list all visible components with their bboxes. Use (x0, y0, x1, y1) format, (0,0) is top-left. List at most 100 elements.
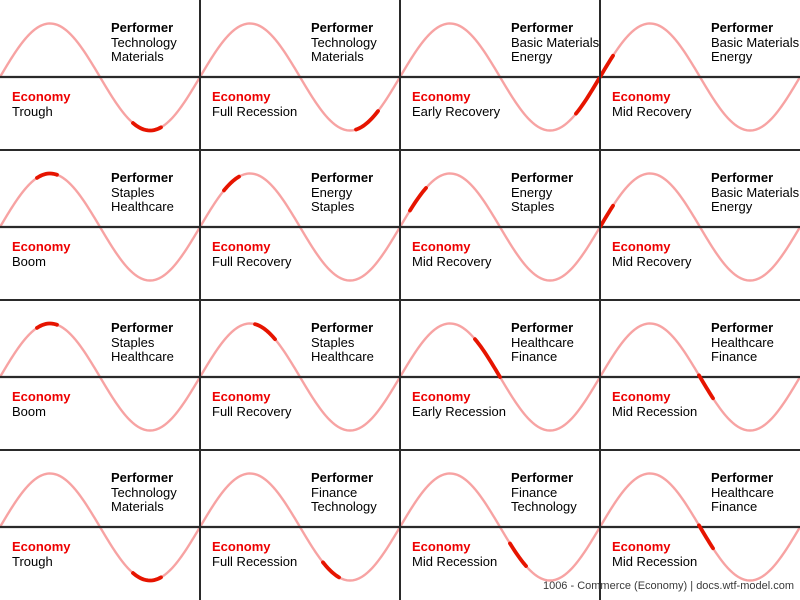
economy-block: Economy Early Recession (412, 389, 506, 419)
performer-block: Performer Energy Staples (311, 170, 374, 215)
cycle-cell: Performer Finance Technology Economy Ful… (200, 450, 400, 600)
economy-phase: Mid Recovery (412, 253, 492, 269)
cycle-wave-chart (200, 472, 400, 582)
cycle-wave-chart (600, 472, 800, 582)
performer-label: Performer (111, 320, 174, 335)
economy-label: Economy (412, 89, 471, 104)
economy-phase: Trough (12, 103, 53, 119)
phase-highlight-segment (131, 571, 163, 583)
cycle-cell: Performer Basic Materials Energy Economy… (400, 0, 600, 150)
performer-block: Performer Energy Staples (511, 170, 573, 215)
phase-highlight-segment (131, 121, 163, 133)
performer-item: Materials (111, 499, 164, 514)
economy-block: Economy Mid Recession (612, 539, 698, 569)
performer-block: Performer Staples Healthcare (311, 320, 374, 365)
economy-phase: Mid Recession (612, 553, 698, 569)
performer-item: Energy (711, 49, 753, 64)
cycle-cell: Performer Staples Healthcare Economy Boo… (0, 150, 200, 300)
performer-item: Healthcare (711, 484, 774, 500)
economy-block: Economy Trough (12, 89, 71, 119)
cycle-cell: Performer Energy Staples Economy Full Re… (200, 150, 400, 300)
performer-item: Technology (111, 34, 177, 50)
economy-label: Economy (12, 89, 71, 104)
economy-phase: Early Recovery (412, 103, 501, 119)
performer-item: Finance (511, 484, 558, 500)
economy-block: Economy Boom (12, 239, 71, 269)
cycle-cell: Performer Finance Technology Economy Mid… (400, 450, 600, 600)
performer-item: Healthcare (111, 349, 174, 364)
economy-label: Economy (612, 239, 671, 254)
performer-label: Performer (111, 20, 174, 35)
performer-label: Performer (111, 170, 174, 185)
phase-highlight-segment (473, 337, 502, 379)
economy-label: Economy (212, 89, 271, 104)
economy-phase: Mid Recession (612, 403, 698, 419)
economy-block: Economy Mid Recession (412, 539, 497, 569)
performer-block: Performer Basic Materials Energy (711, 20, 799, 65)
performer-label: Performer (311, 20, 374, 35)
performer-item: Healthcare (711, 334, 774, 350)
economy-block: Economy Mid Recovery (412, 239, 492, 269)
performer-item: Technology (311, 499, 377, 514)
performer-label: Performer (311, 170, 374, 185)
economy-block: Economy Mid Recovery (612, 89, 692, 119)
performer-item: Energy (511, 49, 553, 64)
cycle-cell: Performer Staples Healthcare Economy Boo… (0, 300, 200, 450)
performer-item: Finance (511, 349, 558, 364)
performer-label: Performer (511, 470, 574, 485)
performer-item: Staples (111, 184, 155, 200)
performer-label: Performer (711, 170, 774, 185)
economy-block: Economy Full Recovery (212, 389, 291, 419)
performer-block: Performer Staples Healthcare (111, 320, 174, 365)
cycle-cell: Performer Energy Staples Economy Mid Rec… (400, 150, 600, 300)
economy-block: Economy Trough (12, 539, 71, 569)
cycle-wave-chart (0, 171, 200, 282)
economy-phase: Mid Recovery (612, 253, 692, 269)
performer-block: Performer Basic Materials Energy (511, 20, 599, 65)
economy-label: Economy (12, 389, 71, 404)
economy-label: Economy (412, 389, 471, 404)
economy-label: Economy (212, 389, 271, 404)
performer-block: Performer Healthcare Finance (711, 470, 774, 515)
economy-label: Economy (412, 539, 471, 554)
phase-highlight-segment (253, 322, 277, 342)
performer-item: Technology (311, 34, 377, 50)
cycle-cell: Performer Staples Healthcare Economy Ful… (200, 300, 400, 450)
phase-highlight-segment (600, 203, 615, 229)
phase-highlight-segment (321, 560, 341, 580)
phase-highlight-segment (574, 76, 600, 116)
cycle-wave-chart (0, 321, 200, 432)
performer-item: Energy (511, 184, 553, 200)
phase-highlight-segment (222, 174, 241, 193)
phase-highlight-segment (35, 321, 59, 330)
cycle-wave-chart (600, 22, 800, 132)
economy-label: Economy (612, 539, 671, 554)
cycle-wave-chart (400, 172, 600, 282)
economy-phase: Mid Recovery (612, 103, 692, 119)
performer-item: Healthcare (311, 349, 374, 364)
performer-label: Performer (111, 470, 174, 485)
performer-label: Performer (711, 470, 774, 485)
economy-label: Economy (12, 239, 71, 254)
performer-block: Performer Healthcare Finance (711, 320, 774, 365)
performer-label: Performer (711, 320, 774, 335)
performer-label: Performer (311, 320, 374, 335)
performer-block: Performer Basic Materials Energy (711, 170, 799, 215)
cycle-wave-chart (400, 22, 600, 132)
economy-phase: Full Recovery (212, 253, 292, 269)
phase-highlight-segment (600, 53, 615, 79)
performer-label: Performer (711, 20, 774, 35)
economy-phase: Boom (12, 403, 46, 419)
economy-label: Economy (612, 89, 671, 104)
performer-label: Performer (311, 470, 374, 485)
performer-block: Performer Technology Materials (311, 20, 377, 65)
performer-item: Healthcare (511, 334, 574, 350)
economy-block: Economy Full Recession (212, 89, 297, 119)
cycle-wave-chart (200, 172, 400, 282)
performer-block: Performer Healthcare Finance (511, 320, 574, 365)
cycle-wave-chart (600, 322, 800, 432)
economy-label: Economy (212, 239, 271, 254)
performer-block: Performer Finance Technology (511, 470, 577, 515)
economy-block: Economy Mid Recession (612, 389, 698, 419)
